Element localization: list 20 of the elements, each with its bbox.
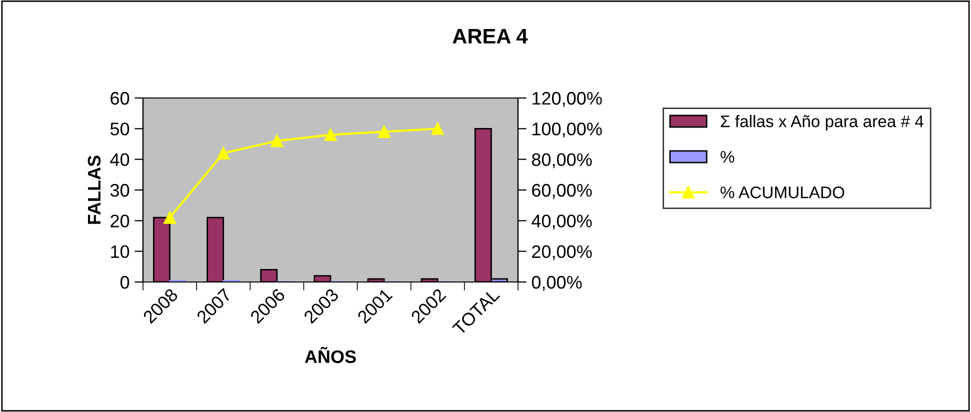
y-tick-label: 60 [110,92,130,105]
y2-tick-label: 80,00% [532,153,592,168]
y2-tick-label: 60,00% [532,184,592,199]
y-axis-title: FALLAS [88,156,101,224]
y2-tick-label: 40,00% [532,214,592,230]
y2-tick-label: 100,00% [532,122,602,138]
chart-title: AREA 4 [452,29,528,44]
y2-tick-label: 20,00% [532,245,592,260]
y2-tick-label: 0,00% [532,276,582,291]
y-tick-label: 0 [120,276,130,289]
y-tick-label: 20 [110,214,130,228]
y-tick-label: 30 [110,184,130,197]
legend-label: % ACUMULADO [720,186,844,198]
y-tick-label: 10 [111,245,130,258]
y-tick-label: 50 [110,122,130,136]
x-axis-title: AÑOS [304,346,356,364]
y2-tick-label: 120,00% [532,92,602,107]
legend-label: Σ fallas x Año para area # 4 [720,115,924,131]
y-tick-label: 40 [110,153,130,166]
legend-label: % [720,151,734,163]
